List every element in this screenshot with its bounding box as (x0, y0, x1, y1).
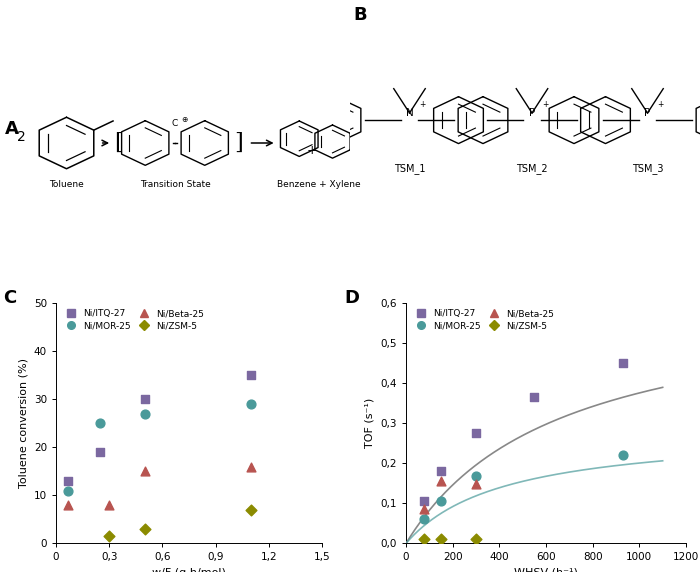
Point (418, 496, 429, 506)
Point (139, 395, 150, 404)
Point (246, 505, 257, 514)
Point (418, 515, 429, 524)
Text: Benzene + Xylene: Benzene + Xylene (276, 180, 360, 189)
Point (63, 476, 74, 486)
Text: [: [ (113, 132, 122, 154)
Point (139, 409, 150, 418)
Text: ]: ] (234, 132, 244, 154)
Point (418, 505, 429, 514)
X-axis label: WHSV (h⁻¹): WHSV (h⁻¹) (514, 568, 578, 572)
Text: C: C (3, 289, 16, 307)
Point (617, 450, 629, 459)
Point (63, 500, 74, 510)
Text: C: C (172, 119, 178, 128)
Point (470, 471, 482, 480)
Text: P: P (529, 108, 535, 118)
Text: +: + (419, 100, 426, 109)
Text: 2: 2 (17, 130, 25, 144)
Point (139, 525, 150, 534)
Text: TSM_2: TSM_2 (516, 163, 548, 174)
Point (470, 479, 482, 488)
Point (435, 467, 447, 476)
Point (435, 534, 447, 543)
Point (470, 534, 482, 543)
Text: +: + (542, 100, 548, 109)
Text: P: P (645, 108, 650, 118)
Point (435, 477, 447, 486)
Point (246, 399, 257, 408)
Point (94, 419, 106, 428)
Point (94, 447, 106, 456)
Point (246, 371, 257, 380)
Point (104, 500, 115, 510)
Point (246, 462, 257, 471)
Point (617, 359, 629, 368)
Point (139, 467, 150, 476)
Legend: Ni/ITQ-27, Ni/MOR-25, Ni/Beta-25, Ni/ZSM-5: Ni/ITQ-27, Ni/MOR-25, Ni/Beta-25, Ni/ZSM… (60, 308, 206, 332)
Point (418, 534, 429, 543)
Text: TSM_3: TSM_3 (631, 163, 664, 174)
Point (435, 496, 447, 506)
Point (528, 392, 540, 402)
Text: A: A (6, 120, 19, 138)
Point (63, 486, 74, 495)
Text: +: + (307, 144, 318, 157)
Text: +: + (657, 100, 664, 109)
Point (470, 429, 482, 438)
Legend: Ni/ITQ-27, Ni/MOR-25, Ni/Beta-25, Ni/ZSM-5: Ni/ITQ-27, Ni/MOR-25, Ni/Beta-25, Ni/ZSM… (410, 308, 556, 332)
Text: N: N (405, 108, 414, 118)
Text: Toluene: Toluene (49, 180, 84, 189)
Y-axis label: Toluene conversion (%): Toluene conversion (%) (18, 358, 28, 488)
Text: Transition State: Transition State (139, 180, 211, 189)
Text: TSM_1: TSM_1 (393, 163, 426, 174)
Point (104, 531, 115, 541)
Text: B: B (354, 6, 367, 23)
X-axis label: w/F (g.h/mol): w/F (g.h/mol) (152, 568, 226, 572)
Y-axis label: TOF (s⁻¹): TOF (s⁻¹) (365, 398, 375, 448)
Text: D: D (344, 289, 359, 307)
Text: ⊕: ⊕ (181, 114, 188, 124)
